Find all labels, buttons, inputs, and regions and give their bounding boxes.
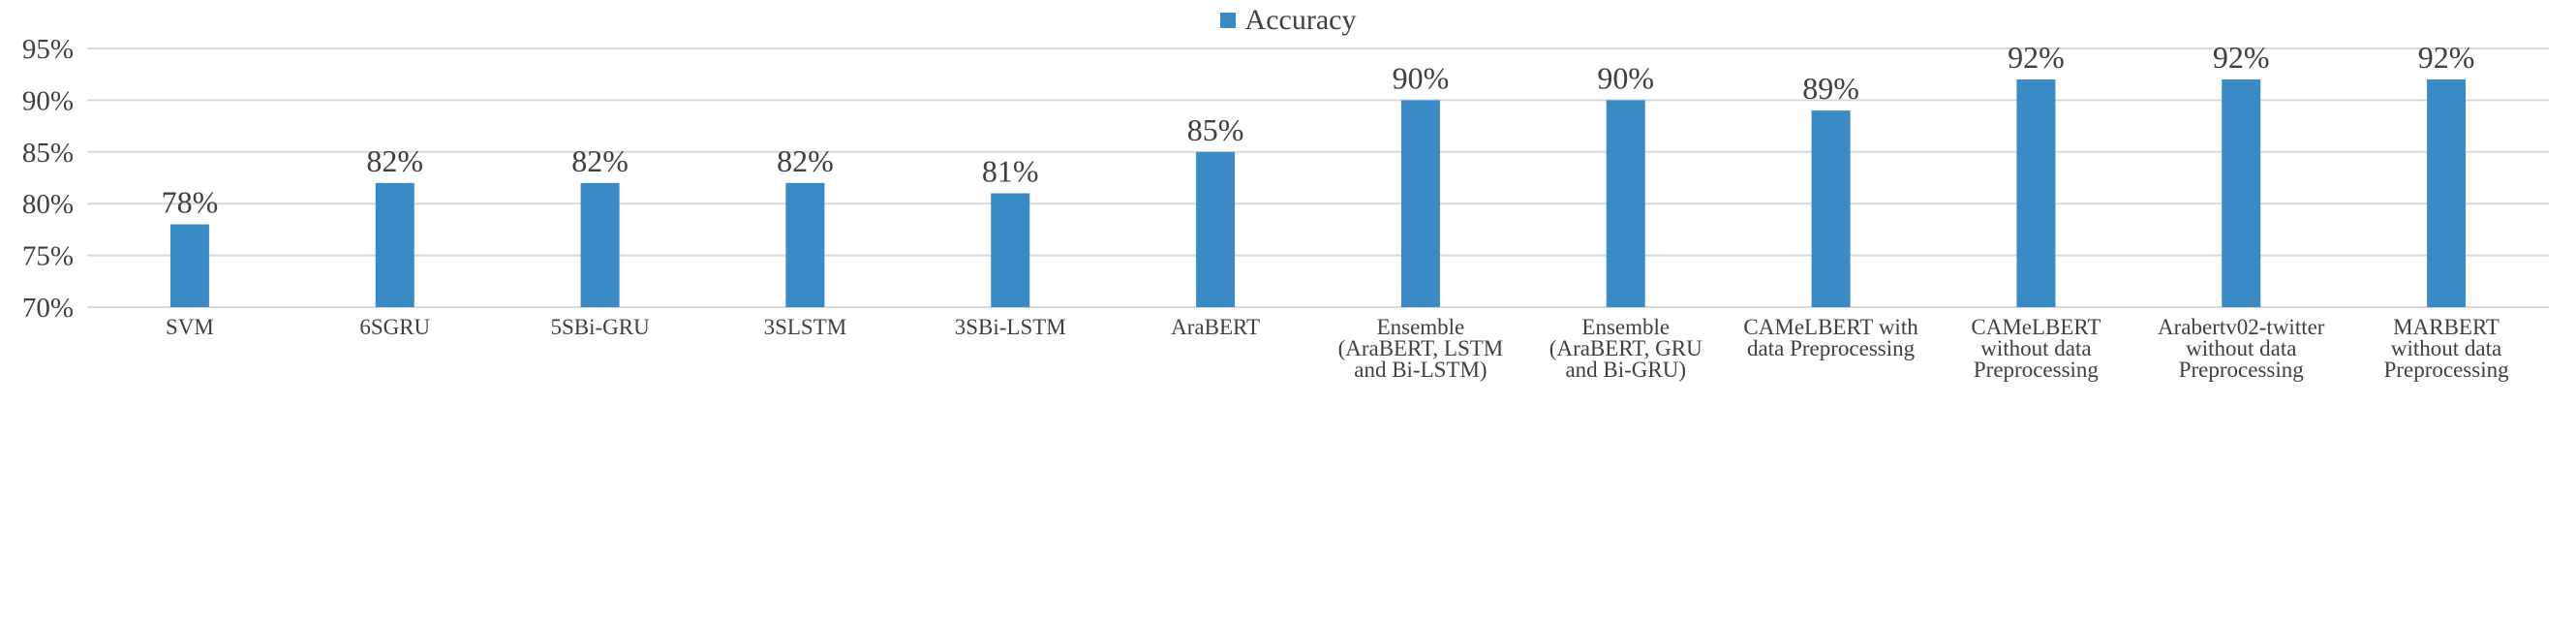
category-label-line: data Preprocessing — [1747, 336, 1916, 360]
category-label-line: without data — [2391, 336, 2501, 360]
bar — [375, 182, 414, 307]
category-label: AraBERT — [1171, 315, 1260, 339]
data-label: 82% — [366, 143, 423, 178]
data-label: 89% — [1802, 71, 1859, 106]
data-label: 82% — [777, 143, 834, 178]
bar — [169, 224, 209, 307]
category-label-line: 6SGRU — [359, 315, 430, 339]
bar — [2427, 79, 2467, 307]
category-label-line: (AraBERT, LSTM — [1338, 336, 1504, 360]
category-label: 5SBi-GRU — [550, 315, 650, 339]
category-label-line: CAMeLBERT — [1971, 315, 2101, 339]
legend-label: Accuracy — [1244, 4, 1357, 36]
category-label-line: AraBERT — [1171, 315, 1260, 339]
bar — [1811, 110, 1851, 307]
category-label-line: SVM — [166, 315, 214, 339]
category-label-line: 5SBi-GRU — [550, 315, 650, 339]
bar — [991, 193, 1030, 307]
legend-swatch — [1219, 13, 1236, 28]
category-label: 3SBi-LSTM — [955, 315, 1066, 339]
category-label: Ensemble (AraBERT, LSTM and Bi-LSTM) — [1338, 315, 1504, 382]
category-label: SVM — [166, 315, 214, 339]
data-label: 82% — [571, 143, 629, 178]
category-label-line: MARBERT — [2393, 315, 2499, 339]
bar — [2016, 79, 2056, 307]
category-label: CAMeLBERT without data Preprocessing — [1971, 315, 2101, 382]
data-label: 90% — [1393, 60, 1450, 95]
category-label-line: Arabertv02-twitter — [2158, 315, 2325, 339]
category-label: Ensemble (AraBERT, GRU and Bi-GRU) — [1549, 315, 1702, 382]
category-label-line: and Bi-GRU) — [1565, 358, 1686, 382]
bar — [1606, 100, 1645, 308]
category-label-line: Ensemble — [1377, 315, 1465, 339]
y-tick-label: 75% — [22, 241, 74, 272]
category-label-line: Ensemble — [1581, 315, 1670, 339]
data-label: 90% — [1597, 60, 1654, 95]
category-label: Arabertv02-twitter without data Preprocess… — [2158, 315, 2325, 382]
category-label-line: 3SBi-LSTM — [955, 315, 1066, 339]
y-tick-label: 90% — [22, 85, 74, 116]
category-label-line: and Bi-LSTM) — [1354, 358, 1487, 382]
bar — [580, 182, 620, 307]
category-label: MARBERT without data Preprocessing — [2384, 315, 2510, 382]
category-label-line: (AraBERT, GRU — [1549, 336, 1702, 360]
data-label: 92% — [2213, 40, 2270, 75]
legend: Accuracy — [0, 4, 2576, 37]
category-label-line: without data — [1980, 336, 2091, 360]
bar — [1400, 100, 1440, 308]
data-label: 78% — [162, 185, 219, 220]
category-label-line: Preprocessing — [1974, 358, 2100, 382]
data-label: 92% — [2008, 40, 2065, 75]
category-label-line: 3SLSTM — [764, 315, 847, 339]
bar — [785, 182, 825, 307]
category-label: CAMeLBERT with data Preprocessing — [1743, 315, 1918, 360]
y-tick-label: 70% — [22, 293, 74, 324]
data-label: 85% — [1187, 112, 1244, 147]
y-tick-label: 80% — [22, 189, 74, 220]
category-label-line: CAMeLBERT with — [1743, 315, 1918, 339]
y-tick-label: 95% — [22, 34, 74, 65]
bar — [2222, 79, 2261, 307]
category-label: 3SLSTM — [764, 315, 847, 339]
category-label-line: without data — [2186, 336, 2296, 360]
category-label-line: Preprocessing — [2179, 358, 2305, 382]
category-label-line: Preprocessing — [2384, 358, 2510, 382]
bar — [1196, 151, 1236, 307]
data-label: 81% — [982, 154, 1039, 189]
category-label: 6SGRU — [359, 315, 430, 339]
data-label: 92% — [2418, 40, 2475, 75]
y-tick-label: 85% — [22, 138, 74, 169]
